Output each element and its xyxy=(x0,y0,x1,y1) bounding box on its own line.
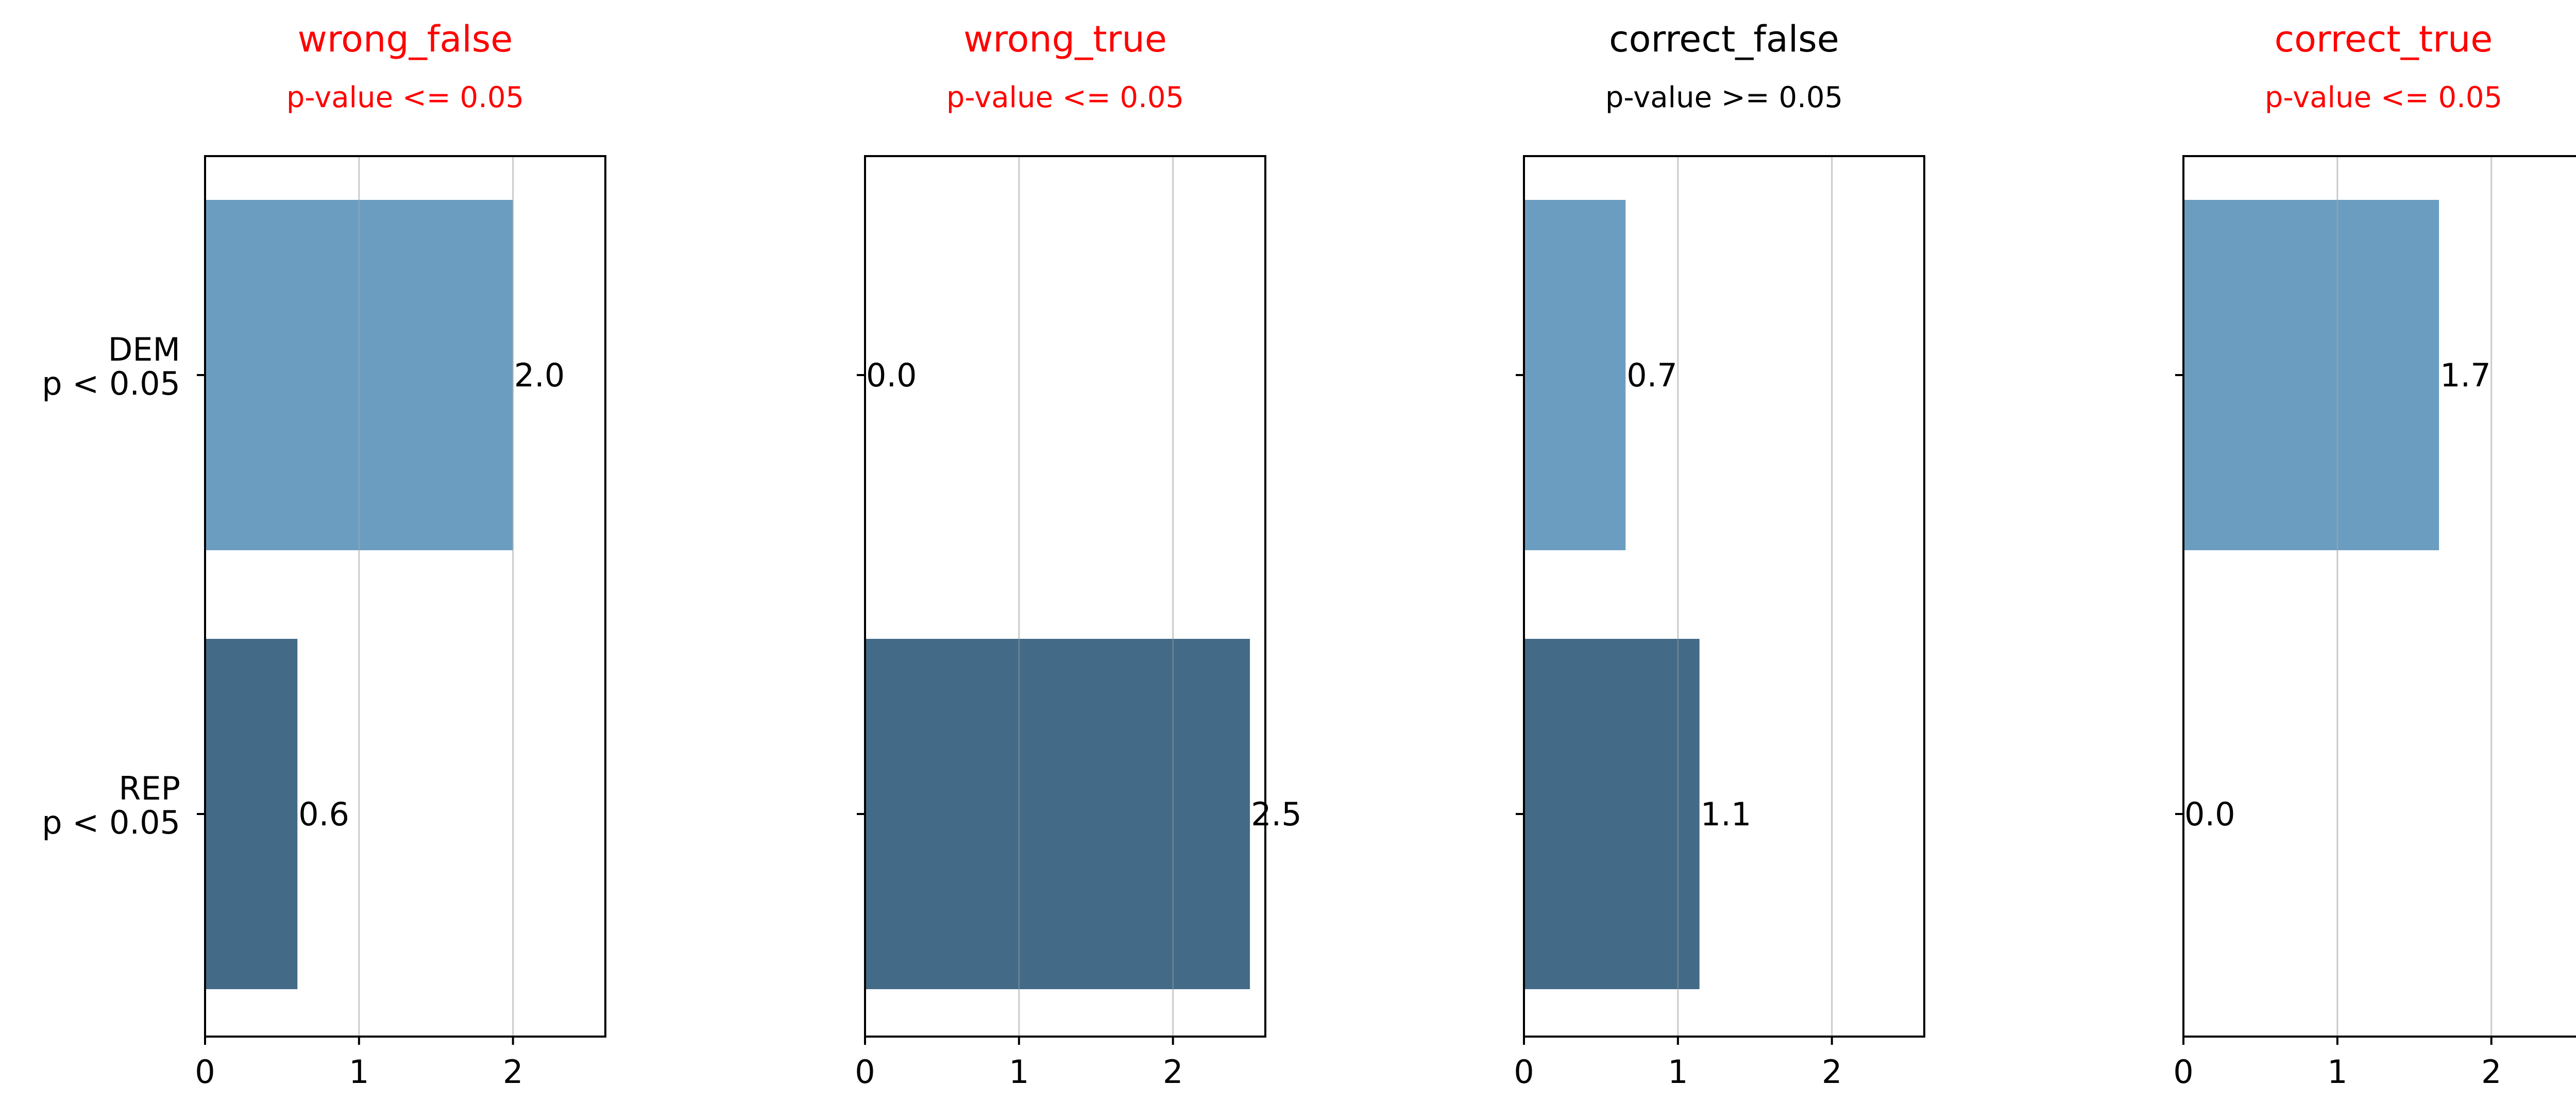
chart-subtitle: p-value <= 0.05 xyxy=(946,81,1184,114)
bar-dem xyxy=(2183,200,2439,550)
bar-value-label: 1.1 xyxy=(1701,795,1752,833)
bar-rep xyxy=(1524,639,1700,989)
chart-title: correct_false xyxy=(1609,18,1839,60)
x-tick-label: 1 xyxy=(1009,1053,1029,1091)
x-tick-label: 2 xyxy=(2481,1053,2501,1091)
plot-frame xyxy=(864,155,1266,1038)
chart-subtitle: p-value <= 0.05 xyxy=(286,81,524,114)
plot-frame xyxy=(204,155,606,1038)
x-tick-label: 2 xyxy=(1822,1053,1842,1091)
x-tick-label: 2 xyxy=(1163,1053,1183,1091)
bar-value-label: 0.7 xyxy=(1626,357,1677,394)
bar-value-label: 0.0 xyxy=(866,357,917,394)
bar-value-label: 0.6 xyxy=(298,795,349,833)
bar-dem xyxy=(1524,200,1626,550)
chart-panel-wrong_true: wrong_true p-value <= 0.05 0.0 2.5 0 1 2 xyxy=(855,18,1301,1091)
x-tick-label: 2 xyxy=(503,1053,523,1091)
x-tick-label: 1 xyxy=(1668,1053,1688,1091)
bar-value-label: 0.0 xyxy=(2184,795,2235,833)
chart-title: wrong_false xyxy=(298,18,513,60)
bar-value-label: 2.5 xyxy=(1251,795,1302,833)
chart-title: wrong_true xyxy=(963,18,1167,60)
chart-title: correct_true xyxy=(2275,18,2493,60)
bar-rep xyxy=(205,639,298,989)
y-tick-label: p < 0.05 xyxy=(42,365,180,402)
y-tick-label: p < 0.05 xyxy=(42,804,180,841)
chart-panel-correct_false: correct_false p-value >= 0.05 0.7 1.1 0 1 2 xyxy=(1514,18,1925,1091)
y-tick-label: REP xyxy=(118,770,180,807)
chart-subtitle: p-value >= 0.05 xyxy=(1605,81,1843,114)
chart-subtitle: p-value <= 0.05 xyxy=(2265,81,2502,114)
plot-frame xyxy=(2182,155,2576,1038)
x-tick-label: 1 xyxy=(2327,1053,2347,1091)
plot-frame xyxy=(1523,155,1925,1038)
bar-value-label: 2.0 xyxy=(514,357,565,394)
chart-panel-correct_true: correct_true p-value <= 0.05 1.7 0.0 0 1 2 xyxy=(2173,18,2576,1091)
bar-value-label: 1.7 xyxy=(2440,357,2491,394)
x-tick-label: 1 xyxy=(349,1053,369,1091)
bar-rep xyxy=(865,639,1250,989)
bar-dem xyxy=(205,200,513,550)
x-tick-label: 0 xyxy=(195,1053,215,1091)
x-tick-label: 0 xyxy=(855,1053,875,1091)
y-tick-label: DEM xyxy=(108,331,180,368)
x-tick-label: 0 xyxy=(2173,1053,2193,1091)
x-tick-label: 0 xyxy=(1514,1053,1534,1091)
